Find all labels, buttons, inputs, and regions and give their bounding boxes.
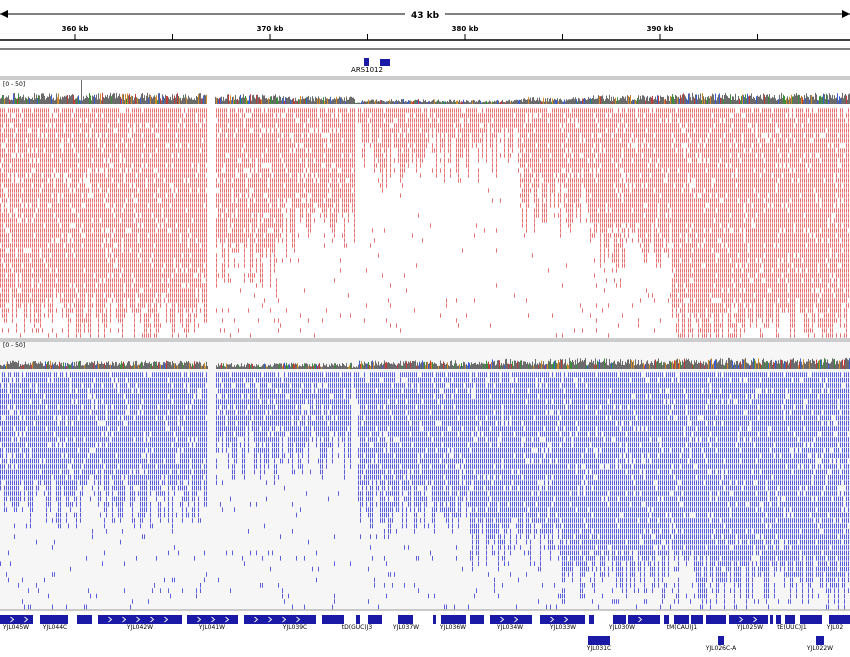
ruler-tick-label: 390 kb [647,25,674,33]
ruler-tick-label: 380 kb [452,25,479,33]
feature-label-ars1012: ARS1012 [351,66,383,74]
ruler-tick-label: 360 kb [62,25,89,33]
ruler: 43 kb 360 kb 370 kb 380 kb 390 kb [0,6,850,49]
alignments-track-1[interactable]: [0 - 50] [0,80,850,340]
ruler-tick-label: 370 kb [257,25,284,33]
ruler-span-left-arrow [0,10,8,18]
feature-ars1012-block-b[interactable] [380,59,390,66]
ruler-span-label: 43 kb [411,11,440,21]
ruler-ticks: 360 kb 370 kb 380 kb 390 kb [62,25,758,40]
feature-track-top: ARS1012 [351,58,390,74]
ruler-span-right-arrow [842,10,850,18]
track1-coverage-range: [0 - 50] [3,81,25,88]
feature-ars1012-block-a[interactable] [364,58,369,66]
